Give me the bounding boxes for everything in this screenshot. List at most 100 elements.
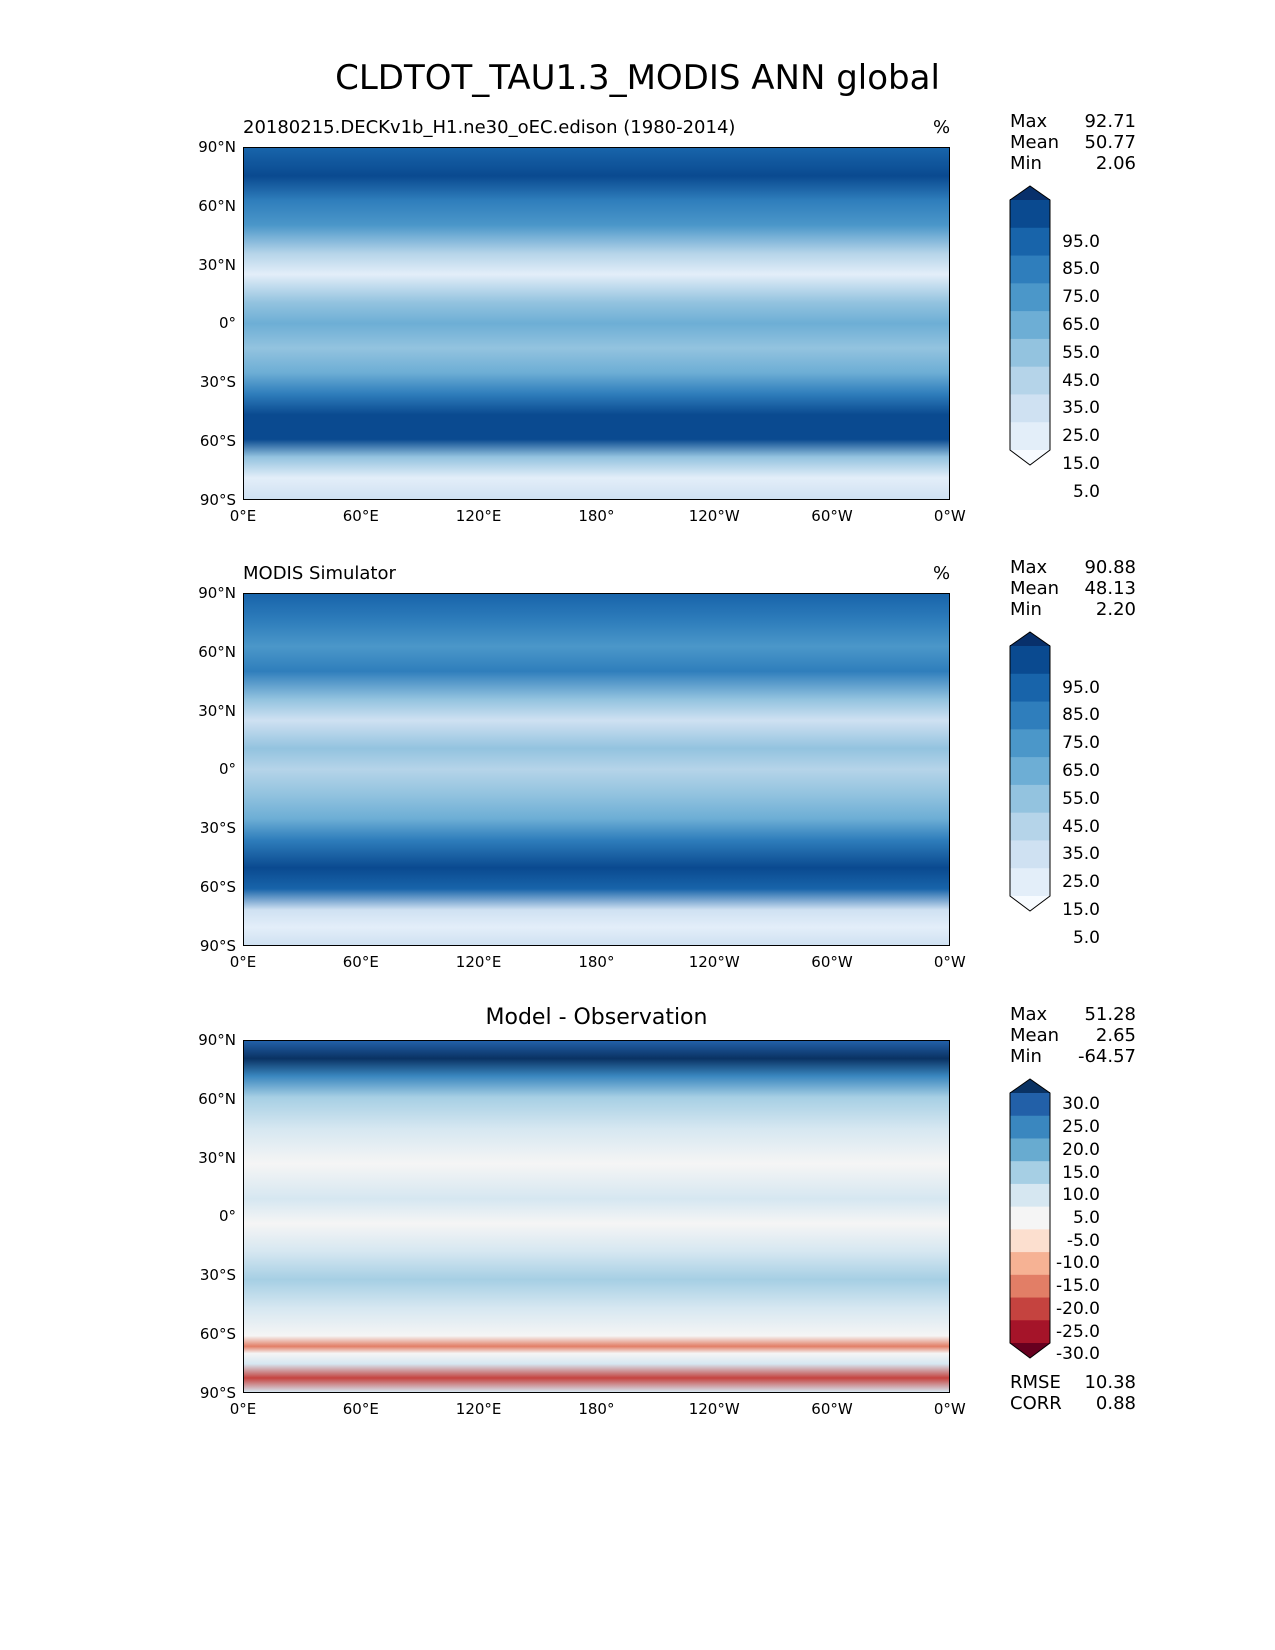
y-tick-label: 60°S [199, 878, 236, 896]
colorbar-segment [1010, 784, 1050, 814]
y-tick-label: 0° [218, 1207, 236, 1226]
colorbar-segment [1010, 729, 1050, 758]
x-tick-label: 180° [578, 507, 615, 525]
colorbar-segment [1010, 646, 1050, 675]
colorbar-tick-label: 95.0 [1062, 677, 1100, 698]
colorbar-tick-label: 55.0 [1062, 342, 1100, 363]
colorbar [1009, 631, 1051, 912]
metric-corr: CORR 0.88 [1010, 1393, 1136, 1414]
colorbar-tick-label: 10.0 [1062, 1185, 1100, 1206]
colorbar-segment [1010, 199, 1050, 201]
colorbar-tick-label: 35.0 [1062, 398, 1100, 419]
stat-max: Max 51.28 [1010, 1004, 1136, 1025]
stat-min: Min 2.20 [1010, 599, 1136, 620]
colorbar-tick-label: 65.0 [1062, 315, 1100, 335]
x-tick-label: 60°W [811, 1400, 853, 1418]
colorbar-tick-label: -25.0 [1056, 1321, 1100, 1342]
stat-mean: Mean 50.77 [1010, 132, 1136, 153]
y-tick-label: 90°N [198, 138, 236, 156]
x-tick-label: 180° [578, 1400, 615, 1418]
stat-max: Max 90.88 [1010, 557, 1136, 578]
colorbar [1009, 1078, 1051, 1359]
y-tick-label: 30°N [198, 255, 236, 274]
colorbar-segment [1010, 757, 1050, 786]
colorbar-segment [1010, 1320, 1050, 1344]
colorbar-tick-label: -10.0 [1056, 1253, 1100, 1274]
stat-min: Min 2.06 [1010, 153, 1136, 174]
y-tick-label: 90°N [198, 584, 236, 602]
colorbar-segment [1010, 1274, 1050, 1299]
y-tick-label: 30°S [199, 373, 236, 392]
y-tick-label: 60°N [198, 196, 236, 215]
colorbar-extend-min [1010, 1343, 1050, 1358]
colorbar-extend-max [1010, 632, 1050, 646]
y-tick-label: 0° [218, 314, 236, 333]
stat-max: Max 92.71 [1010, 111, 1136, 132]
colorbar-tick-label: -5.0 [1066, 1230, 1100, 1251]
colorbar-tick-label: 15.0 [1062, 1162, 1100, 1183]
colorbar-tick-label: 25.0 [1062, 872, 1100, 893]
colorbar-segment [1010, 422, 1050, 451]
x-tick-label: 120°E [455, 507, 502, 525]
x-tick-label: 180° [578, 953, 615, 971]
x-tick-label: 60°E [342, 953, 379, 971]
y-tick-label: 0° [218, 760, 236, 779]
y-tick-label: 90°N [198, 1031, 236, 1049]
x-tick-label: 120°W [688, 507, 740, 525]
colorbar-tick-label: 75.0 [1062, 287, 1100, 308]
colorbar-segment [1010, 1138, 1050, 1162]
colorbar-extend-max [1010, 186, 1050, 200]
colorbar-segment [1010, 701, 1050, 730]
colorbar-tick-label: 15.0 [1062, 453, 1100, 474]
colorbar-tick-label: 85.0 [1062, 259, 1100, 280]
stat-mean: Mean 2.65 [1010, 1025, 1136, 1046]
colorbar-segment [1010, 1206, 1050, 1230]
y-tick-label: 60°N [198, 1089, 236, 1108]
colorbar-segment [1010, 1183, 1050, 1208]
colorbar-segment [1010, 1161, 1050, 1185]
x-tick-label: 120°W [688, 953, 740, 971]
metric-rmse: RMSE 10.38 [1010, 1372, 1136, 1393]
panel-title: MODIS Simulator [243, 563, 396, 584]
x-tick-label: 0°W [933, 1400, 966, 1418]
contour-map [243, 147, 950, 500]
units-label: % [933, 563, 951, 584]
x-tick-label: 60°E [342, 507, 379, 525]
x-tick-label: 0°E [229, 953, 257, 971]
colorbar-segment [1010, 1115, 1050, 1139]
colorbar-segment [1010, 283, 1050, 312]
y-tick-label: 30°N [198, 701, 236, 720]
colorbar-segment [1010, 200, 1050, 229]
colorbar-tick-label: 20.0 [1062, 1139, 1100, 1160]
colorbar-tick-label: 5.0 [1072, 927, 1100, 948]
colorbar-segment [1010, 255, 1050, 284]
colorbar-segment [1010, 311, 1050, 340]
contour-map [243, 593, 950, 946]
colorbar-segment [1010, 673, 1050, 703]
colorbar-tick-label: 35.0 [1062, 844, 1100, 865]
colorbar-tick-label: 85.0 [1062, 705, 1100, 726]
x-tick-label: 0°E [229, 507, 257, 525]
panel-title: Model - Observation [485, 1005, 708, 1030]
colorbar-segment [1010, 394, 1050, 423]
colorbar-segment [1010, 1092, 1050, 1094]
colorbar [1009, 185, 1051, 466]
colorbar-tick-label: 65.0 [1062, 761, 1100, 781]
colorbar-extend-min [1010, 450, 1050, 465]
x-tick-label: 60°W [811, 507, 853, 525]
units-label: % [933, 117, 951, 138]
y-tick-label: 30°S [199, 819, 236, 838]
x-tick-label: 0°W [933, 953, 966, 971]
y-tick-label: 60°S [199, 1325, 236, 1343]
colorbar-tick-label: 25.0 [1062, 426, 1100, 447]
colorbar-tick-label: 30.0 [1062, 1094, 1100, 1115]
colorbar-tick-label: -15.0 [1056, 1276, 1100, 1297]
x-tick-label: 120°W [688, 1400, 740, 1418]
colorbar-segment [1010, 1229, 1050, 1253]
colorbar-segment [1010, 338, 1050, 368]
panel-title: 20180215.DECKv1b_H1.ne30_oEC.edison (198… [243, 117, 736, 138]
colorbar-segment [1010, 227, 1050, 257]
colorbar-tick-label: 45.0 [1062, 370, 1100, 391]
colorbar-segment [1010, 1093, 1050, 1117]
